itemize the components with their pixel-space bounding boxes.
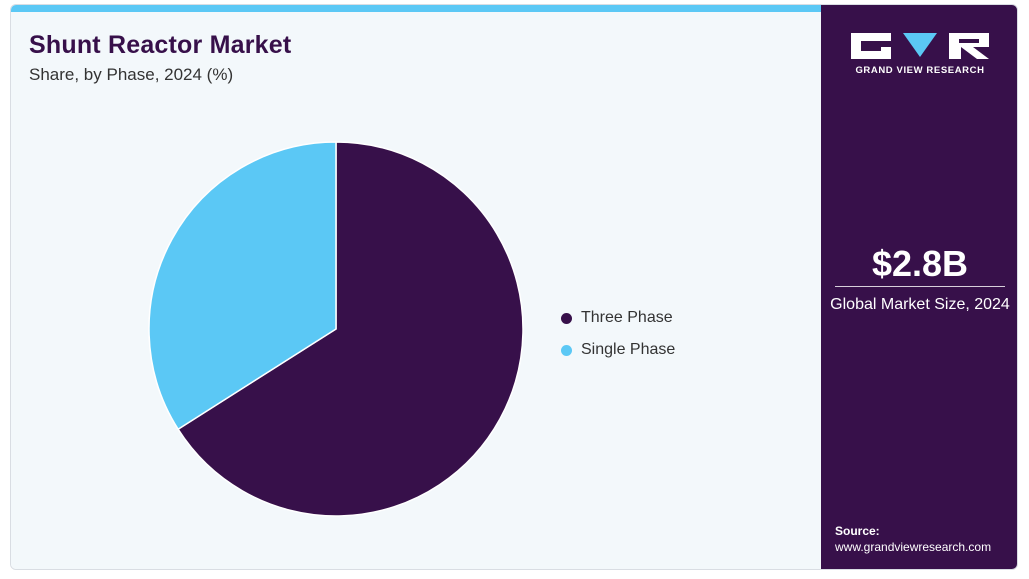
accent-bar [11,5,821,12]
pie-chart [148,141,524,517]
source-link[interactable]: www.grandviewresearch.com [835,540,992,554]
legend-label: Three Phase [581,309,673,326]
chart-legend: Three Phase Single Phase [561,302,675,366]
chart-panel: Shunt Reactor Market Share, by Phase, 20… [11,5,821,569]
legend-item-single-phase: Single Phase [561,334,675,366]
market-size-value: $2.8B [871,243,969,284]
pie-slice-single-phase [148,141,337,431]
chart-title: Shunt Reactor Market [29,31,292,59]
legend-label: Single Phase [581,341,676,358]
pie-slice-three-phase [177,141,524,517]
market-size-label: Global Market Size, 2024 [830,296,1010,313]
brand-logo-icon [851,33,989,59]
brand-logo: GRAND VIEW RESEARCH [849,29,991,79]
report-card: Shunt Reactor Market Share, by Phase, 20… [10,4,1018,570]
chart-subtitle: Share, by Phase, 2024 (%) [29,65,234,84]
divider [835,286,1005,287]
legend-marker [561,344,572,356]
brand-name: GRAND VIEW RESEARCH [855,65,985,76]
legend-item-three-phase: Three Phase [561,302,675,334]
source-label: Source: [835,524,880,538]
legend-marker [561,312,572,324]
sidebar: GRAND VIEW RESEARCH $2.8B Global Market … [821,5,1017,569]
